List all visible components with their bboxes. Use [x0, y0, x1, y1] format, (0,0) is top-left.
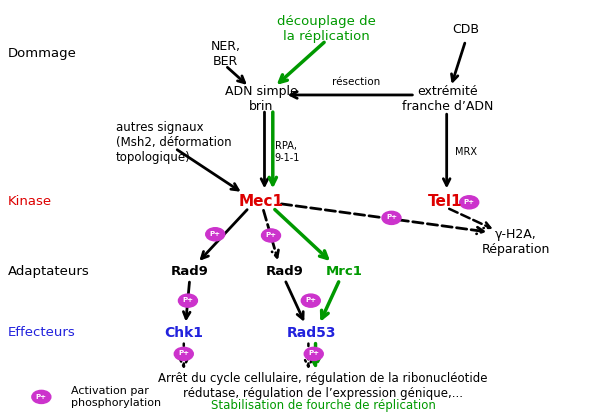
Text: P+: P+ [308, 351, 319, 357]
Text: résection: résection [332, 77, 380, 87]
Text: Chk1: Chk1 [164, 326, 203, 339]
Text: P+: P+ [305, 297, 316, 303]
Circle shape [382, 211, 401, 224]
Text: Rad9: Rad9 [266, 265, 304, 277]
Text: γ-H2A,
Réparation: γ-H2A, Réparation [482, 228, 550, 256]
Circle shape [459, 196, 479, 209]
Text: CDB: CDB [452, 23, 479, 36]
Text: MRX: MRX [455, 147, 477, 157]
Circle shape [179, 294, 198, 307]
Text: Dommage: Dommage [8, 47, 77, 60]
Text: P+: P+ [464, 199, 475, 205]
Text: NER,
BER: NER, BER [210, 40, 240, 68]
Circle shape [301, 294, 320, 307]
Text: ADN simple
brin: ADN simple brin [225, 85, 297, 113]
Text: Arrêt du cycle cellulaire, régulation de la ribonucléotide
rédutase, régulation : Arrêt du cycle cellulaire, régulation de… [159, 372, 488, 400]
Circle shape [32, 390, 51, 404]
Text: RPA,
9-1-1: RPA, 9-1-1 [274, 141, 300, 163]
Text: Tel1: Tel1 [428, 194, 462, 209]
Text: Mec1: Mec1 [238, 194, 283, 209]
Circle shape [262, 229, 280, 242]
Text: Activation par
phosphorylation: Activation par phosphorylation [71, 386, 161, 408]
Text: extrémité
franche d’ADN: extrémité franche d’ADN [402, 85, 494, 113]
Text: P+: P+ [210, 231, 220, 237]
Text: autres signaux
(Msh2, déformation
topologique): autres signaux (Msh2, déformation topolo… [116, 121, 231, 163]
Text: Stabilisation de fourche de réplication: Stabilisation de fourche de réplication [211, 399, 435, 411]
Text: P+: P+ [36, 394, 47, 399]
Text: P+: P+ [265, 232, 277, 238]
Circle shape [205, 228, 225, 241]
Text: Effecteurs: Effecteurs [8, 326, 75, 339]
Circle shape [174, 347, 193, 360]
Text: Mrc1: Mrc1 [326, 265, 362, 277]
Text: Rad53: Rad53 [286, 326, 336, 339]
Text: Adaptateurs: Adaptateurs [8, 265, 89, 277]
Text: P+: P+ [183, 297, 193, 303]
Circle shape [304, 347, 323, 360]
Text: P+: P+ [386, 215, 397, 220]
Text: Rad9: Rad9 [171, 265, 208, 277]
Text: découplage de
la réplication: découplage de la réplication [277, 15, 376, 43]
Text: Kinase: Kinase [8, 195, 52, 208]
Text: P+: P+ [179, 351, 189, 357]
